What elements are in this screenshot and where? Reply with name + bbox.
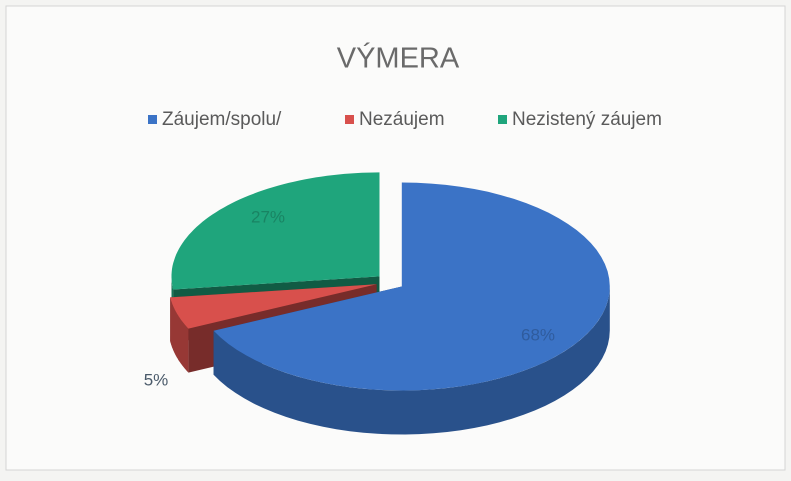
legend-label: Nezistený záujem	[512, 109, 662, 130]
legend-marker	[148, 115, 157, 124]
data-label: 27%	[251, 207, 285, 226]
slice-side	[170, 297, 189, 373]
pie-slice	[213, 182, 610, 391]
legend-marker	[498, 115, 507, 124]
chart-title: VÝMERA	[337, 42, 460, 75]
data-label: 5%	[144, 370, 169, 389]
slice-side	[213, 286, 610, 435]
data-label: 68%	[521, 325, 555, 344]
legend-label: Nezáujem	[359, 109, 445, 130]
pie-slice	[171, 172, 380, 290]
legend-marker	[345, 115, 354, 124]
pie-slice	[170, 284, 377, 329]
legend-label: Záujem/spolu/	[162, 109, 282, 130]
